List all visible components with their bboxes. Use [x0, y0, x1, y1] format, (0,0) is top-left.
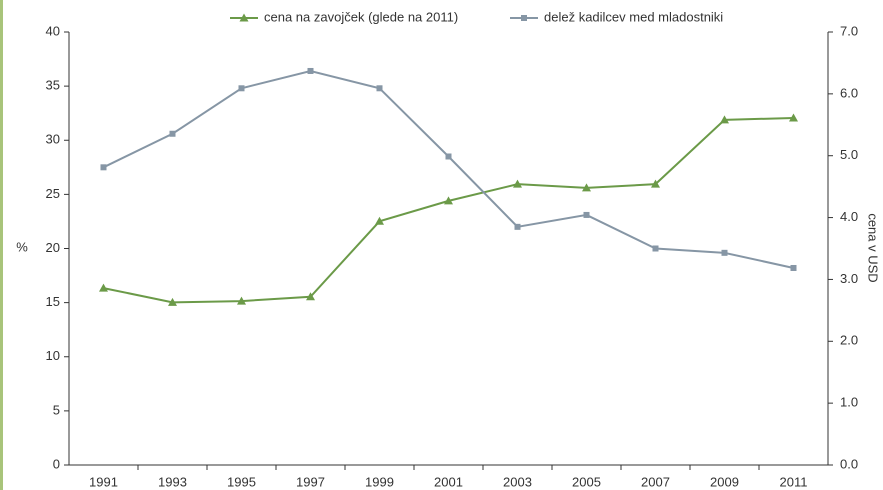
y-tick-label: 30 — [46, 132, 60, 147]
series-line — [103, 116, 794, 304]
point — [99, 283, 108, 292]
point — [582, 183, 591, 192]
x-tick-label: 1999 — [365, 474, 394, 489]
x-tick-label: 1997 — [296, 474, 325, 489]
point — [514, 223, 521, 230]
point — [168, 297, 177, 306]
point — [100, 164, 107, 171]
legend-label: delež kadilcev med mladostniki — [544, 9, 723, 24]
point — [583, 211, 590, 218]
y2-tick-label: 4.0 — [840, 209, 858, 224]
point — [444, 196, 453, 205]
x-tick-label: 1991 — [89, 474, 118, 489]
point — [789, 113, 798, 122]
x-tick-label: 1993 — [158, 474, 187, 489]
x-tick-label: 2011 — [780, 474, 808, 489]
point — [721, 249, 728, 256]
x-tick-label: 2005 — [572, 474, 601, 489]
y2-tick-label: 5.0 — [840, 147, 858, 162]
point — [169, 130, 176, 137]
side-bar — [0, 0, 3, 490]
y2-tick-label: 3.0 — [840, 271, 858, 286]
legend-label: cena na zavojček (glede na 2011) — [264, 9, 458, 24]
x-tick-label: 2003 — [503, 474, 532, 489]
y-tick-label: 10 — [46, 348, 60, 363]
point — [375, 216, 384, 225]
point — [237, 296, 246, 305]
x-tick-label: 1995 — [227, 474, 256, 489]
point — [238, 85, 245, 92]
point — [790, 264, 797, 271]
point — [513, 179, 522, 188]
y2-tick-label: 6.0 — [840, 85, 858, 100]
point — [376, 85, 383, 92]
y2-tick-label: 0.0 — [840, 456, 858, 471]
x-tick-label: 2001 — [434, 474, 463, 489]
y-axis-label: % — [16, 239, 28, 254]
x-tick-label: 2007 — [641, 474, 670, 489]
x-tick-label: 2009 — [710, 474, 739, 489]
y2-axis-label: cena v USD — [866, 213, 881, 282]
point — [652, 245, 659, 252]
y-tick-label: 15 — [46, 294, 60, 309]
point — [720, 115, 729, 124]
y-tick-label: 0 — [53, 456, 60, 471]
point — [651, 179, 660, 188]
point — [306, 292, 315, 301]
legend-marker — [521, 15, 527, 21]
y2-tick-label: 7.0 — [840, 23, 858, 38]
point — [445, 153, 452, 160]
y-tick-label: 40 — [46, 23, 60, 38]
point — [307, 67, 314, 74]
series-line — [103, 69, 794, 269]
y-tick-label: 35 — [46, 78, 60, 93]
y-tick-label: 25 — [46, 186, 60, 201]
y-tick-label: 20 — [46, 240, 60, 255]
y2-tick-label: 2.0 — [840, 333, 858, 348]
y2-tick-label: 1.0 — [840, 395, 858, 410]
y-tick-label: 5 — [53, 402, 60, 417]
legend-marker — [239, 13, 249, 22]
